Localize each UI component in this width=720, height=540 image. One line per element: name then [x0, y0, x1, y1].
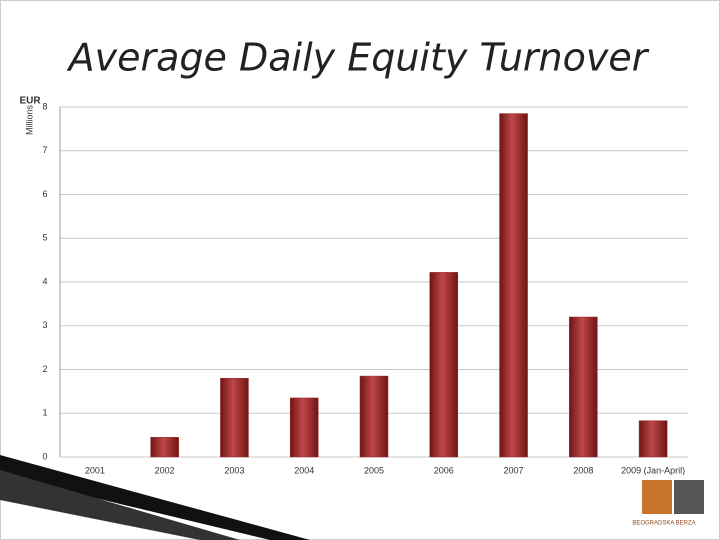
x-tick-label: 2007 [504, 465, 524, 475]
y-tick-label: 2 [42, 364, 47, 374]
bar [429, 272, 459, 458]
logo-mark [674, 480, 704, 514]
logo: BEOGRADSKA BERZA [614, 475, 714, 537]
y-tick-label: 7 [42, 145, 47, 155]
y-tick-label: 3 [42, 320, 47, 330]
x-tick-label: 2009 (Jan-April) [621, 465, 685, 475]
decor-swoosh [0, 470, 240, 540]
logo-mark [642, 480, 672, 514]
x-tick-label: 2003 [224, 465, 244, 475]
decor-swoosh [0, 455, 310, 540]
x-tick-label: 2002 [155, 465, 175, 475]
x-tick-label: 2008 [573, 465, 593, 475]
x-tick-label: 2004 [294, 465, 314, 475]
y-tick-label: 4 [42, 276, 47, 286]
bar [150, 437, 179, 458]
bar [359, 375, 389, 458]
x-tick-label: 2005 [364, 465, 384, 475]
chart-title: Average Daily Equity Turnover [66, 36, 650, 80]
x-tick-label: 2006 [434, 465, 454, 475]
y-axis-label: Millions [24, 105, 34, 136]
y-tick-label: 5 [42, 233, 47, 243]
y-tick-label: 0 [42, 451, 47, 461]
plot: 0 1 2 3 4 5 6 7 8 2001 2002 2003 2004 2005 2006 2007 200… [42, 101, 688, 475]
bar [499, 113, 528, 458]
bar [569, 316, 598, 458]
logo-text: BEOGRADSKA BERZA [632, 521, 695, 527]
x-tick-label: 2001 [85, 465, 105, 475]
y-tick-label: 6 [42, 189, 47, 199]
bar [220, 378, 249, 458]
y-unit: EUR [19, 96, 41, 107]
bar [638, 420, 668, 458]
y-tick-label: 1 [42, 408, 47, 418]
bar [289, 397, 319, 458]
y-tick-label: 8 [42, 101, 47, 111]
